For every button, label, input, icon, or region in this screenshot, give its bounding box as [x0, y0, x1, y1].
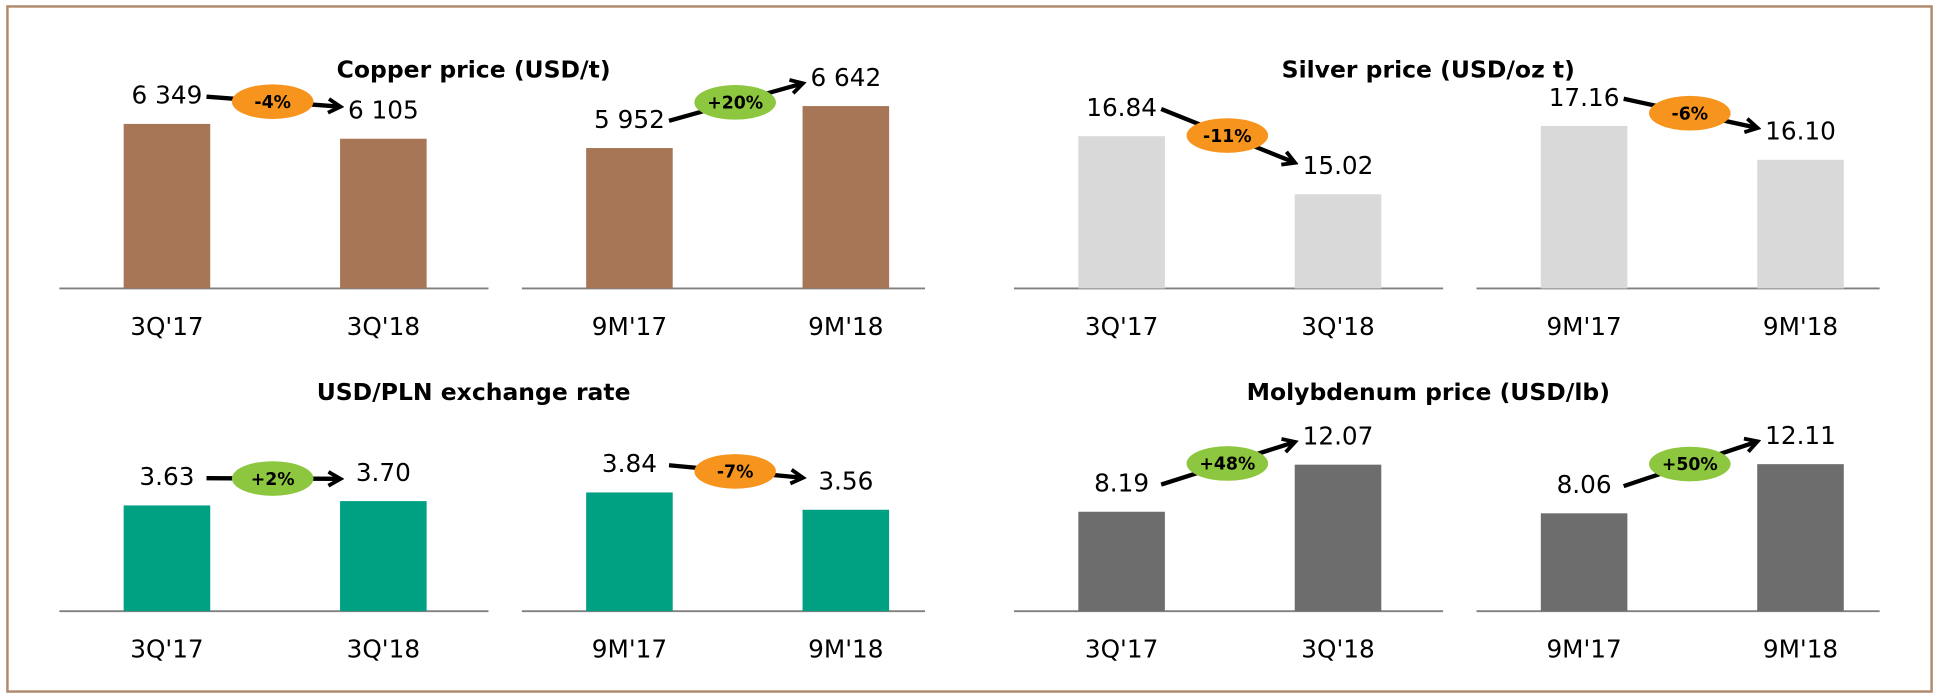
- bar: [340, 138, 427, 289]
- bar: [1078, 511, 1165, 612]
- value-label: 8.19: [1094, 469, 1149, 498]
- change-badge: [694, 85, 776, 120]
- chart-title: Molybdenum price (USD/lb): [1247, 378, 1610, 406]
- value-label: 16.84: [1086, 93, 1157, 122]
- value-label: 15.02: [1303, 151, 1374, 180]
- bar: [1540, 125, 1628, 289]
- change-badge: [1649, 446, 1731, 482]
- bar: [802, 509, 890, 612]
- change-label: +50%: [1662, 455, 1718, 475]
- x-tick-label: 3Q'18: [347, 312, 420, 341]
- change-label: +2%: [251, 470, 295, 490]
- value-label: 3.70: [356, 458, 411, 487]
- x-tick-label: 9M'17: [1546, 635, 1621, 664]
- change-label: -6%: [1672, 104, 1709, 124]
- change-label: -4%: [254, 93, 291, 113]
- change-badge: [231, 461, 314, 496]
- value-label: 12.11: [1765, 421, 1836, 450]
- bar: [802, 106, 890, 289]
- bar: [1757, 159, 1844, 289]
- chart-title: Copper price (USD/t): [337, 55, 611, 83]
- change-label: -11%: [1203, 127, 1252, 147]
- x-tick-label: 3Q'18: [1301, 312, 1374, 341]
- change-badge: [1186, 446, 1269, 481]
- value-label: 8.06: [1557, 470, 1612, 499]
- x-tick-label: 3Q'17: [130, 635, 203, 664]
- x-tick-label: 3Q'18: [347, 635, 420, 664]
- bar: [586, 492, 673, 612]
- bar: [340, 501, 427, 612]
- bar: [123, 123, 211, 289]
- bar: [1078, 136, 1165, 289]
- bar: [1294, 464, 1382, 612]
- change-badge: [231, 84, 314, 119]
- x-tick-label: 3Q'17: [130, 312, 203, 341]
- value-label: 6 105: [348, 96, 419, 125]
- value-label: 16.10: [1765, 117, 1836, 146]
- change-badge: [1186, 118, 1269, 153]
- change-label: +48%: [1199, 455, 1255, 475]
- chart-title: USD/PLN exchange rate: [317, 378, 631, 406]
- x-tick-label: 9M'17: [592, 312, 667, 341]
- value-label: 3.56: [818, 467, 873, 496]
- change-label: -7%: [717, 463, 754, 483]
- value-label: 5 952: [594, 105, 665, 134]
- x-tick-label: 9M'17: [592, 635, 667, 664]
- chart-title: Silver price (USD/oz t): [1282, 55, 1575, 83]
- x-tick-label: 9M'18: [808, 312, 883, 341]
- value-label: 3.84: [602, 449, 657, 478]
- change-label: +20%: [707, 94, 763, 114]
- x-tick-label: 9M'18: [808, 635, 883, 664]
- value-label: 6 642: [810, 63, 881, 92]
- x-tick-label: 3Q'17: [1085, 635, 1158, 664]
- x-tick-label: 3Q'18: [1301, 635, 1374, 664]
- x-tick-label: 9M'18: [1763, 312, 1838, 341]
- change-badge: [1649, 95, 1731, 131]
- x-tick-label: 3Q'17: [1085, 312, 1158, 341]
- value-label: 3.63: [139, 462, 194, 491]
- bar: [1540, 513, 1628, 612]
- bar: [123, 505, 211, 612]
- change-badge: [694, 454, 776, 489]
- x-tick-label: 9M'17: [1546, 312, 1621, 341]
- value-label: 6 349: [132, 81, 203, 110]
- bar: [586, 148, 673, 289]
- value-label: 12.07: [1303, 421, 1374, 450]
- bar: [1757, 464, 1844, 612]
- value-label: 17.16: [1549, 83, 1620, 112]
- x-tick-label: 9M'18: [1763, 635, 1838, 664]
- bar: [1294, 194, 1382, 289]
- frame: [6, 5, 1933, 693]
